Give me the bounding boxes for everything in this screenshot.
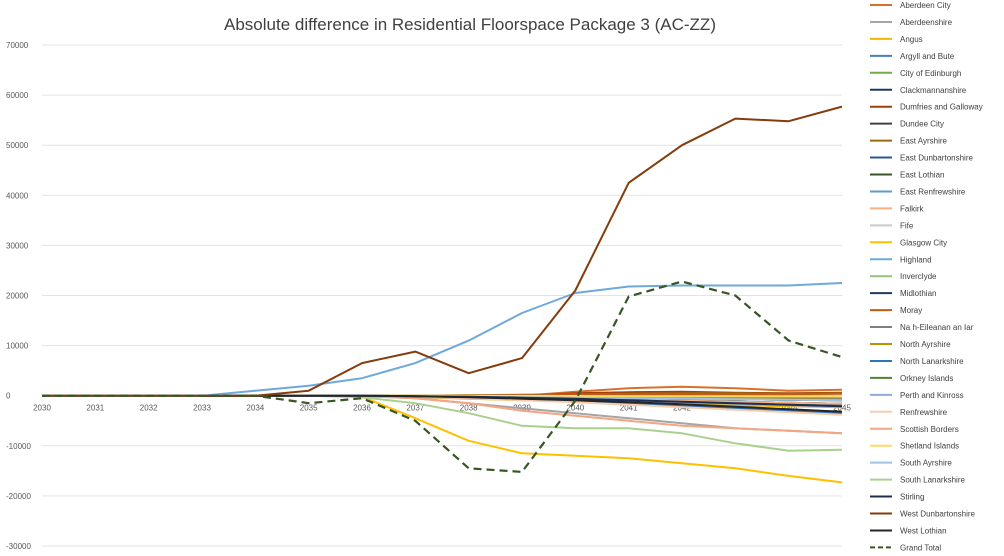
series-line-highland — [42, 282, 843, 397]
legend-label: Highland — [900, 255, 932, 264]
x-tick-label: 2037 — [406, 404, 424, 413]
x-tick-label: 2035 — [300, 404, 318, 413]
y-tick-label: 10000 — [6, 342, 29, 351]
legend-label: West Lothian — [900, 526, 947, 535]
chart-title: Absolute difference in Residential Floor… — [224, 15, 716, 34]
x-tick-label: 2038 — [460, 404, 478, 413]
y-axis-ticks: 70000 60000 50000 40000 30000 20000 10000 0 -100… — [6, 41, 31, 551]
x-tick-label: 2044 — [780, 404, 798, 413]
y-tick-label: -20000 — [6, 492, 31, 501]
legend-label: South Lanarkshire — [900, 476, 965, 485]
legend-label: Angus — [900, 35, 923, 44]
legend-label: Dundee City — [900, 120, 944, 129]
legend-label: Stirling — [900, 493, 924, 502]
y-tick-label: -30000 — [6, 542, 31, 551]
x-axis-ticks: 2030 2031 2032 2033 2034 2035 2036 2037 2038 2039… — [33, 404, 851, 413]
legend-label: Moray — [900, 306, 922, 315]
y-tick-label: 0 — [6, 392, 11, 401]
legend-label: Inverclyde — [900, 272, 937, 281]
legend-label: Na h-Eileanan an Iar — [900, 323, 974, 332]
x-tick-label: 2030 — [33, 404, 51, 413]
legend-label: East Lothian — [900, 171, 944, 180]
x-tick-label: 2041 — [620, 404, 638, 413]
x-tick-label: 2033 — [193, 404, 211, 413]
legend: Aberdeen City Aberdeenshire Angus Argyll an… — [870, 1, 983, 552]
legend-label: Renfrewshire — [900, 408, 948, 417]
legend-label: East Renfrewshire — [900, 187, 966, 196]
legend-label: North Lanarkshire — [900, 357, 964, 366]
x-tick-label: 2034 — [246, 404, 264, 413]
legend-label: West Dunbartonshire — [900, 510, 976, 519]
legend-label: East Dunbartonshire — [900, 154, 973, 163]
legend-label: Fife — [900, 221, 914, 230]
legend-label: Scottish Borders — [900, 425, 959, 434]
legend-label: Aberdeenshire — [900, 18, 953, 27]
legend-label: Shetland Islands — [900, 442, 959, 451]
x-tick-label: 2045 — [833, 404, 851, 413]
legend-label: East Ayrshire — [900, 137, 948, 146]
legend-label: Orkney Islands — [900, 374, 953, 383]
legend-label: Perth and Kinross — [900, 391, 964, 400]
legend-label: Dumfries and Galloway — [900, 103, 983, 112]
x-tick-label: 2036 — [353, 404, 371, 413]
legend-label: Clackmannanshire — [900, 86, 967, 95]
legend-label: Falkirk — [900, 204, 925, 213]
legend-label: City of Edinburgh — [900, 69, 961, 78]
series-line-grand-total — [42, 280, 843, 473]
x-tick-label: 2032 — [140, 404, 158, 413]
x-tick-label: 2031 — [86, 404, 104, 413]
legend-label: Argyll and Bute — [900, 52, 955, 61]
y-tick-label: 40000 — [6, 191, 29, 200]
legend-label: Grand Total — [900, 543, 941, 552]
legend-label: Midlothian — [900, 289, 936, 298]
x-tick-label: 2040 — [566, 404, 584, 413]
y-tick-label: -10000 — [6, 442, 31, 451]
y-tick-label: 70000 — [6, 41, 29, 50]
y-tick-label: 60000 — [6, 91, 29, 100]
y-tick-label: 30000 — [6, 241, 29, 250]
legend-label: North Ayrshire — [900, 340, 951, 349]
y-tick-label: 50000 — [6, 141, 29, 150]
y-tick-label: 20000 — [6, 292, 29, 301]
legend-label: Glasgow City — [900, 238, 947, 247]
series-lines — [42, 105, 843, 484]
gridlines — [42, 44, 842, 547]
legend-label: Aberdeen City — [900, 1, 951, 10]
legend-label: South Ayrshire — [900, 459, 952, 468]
